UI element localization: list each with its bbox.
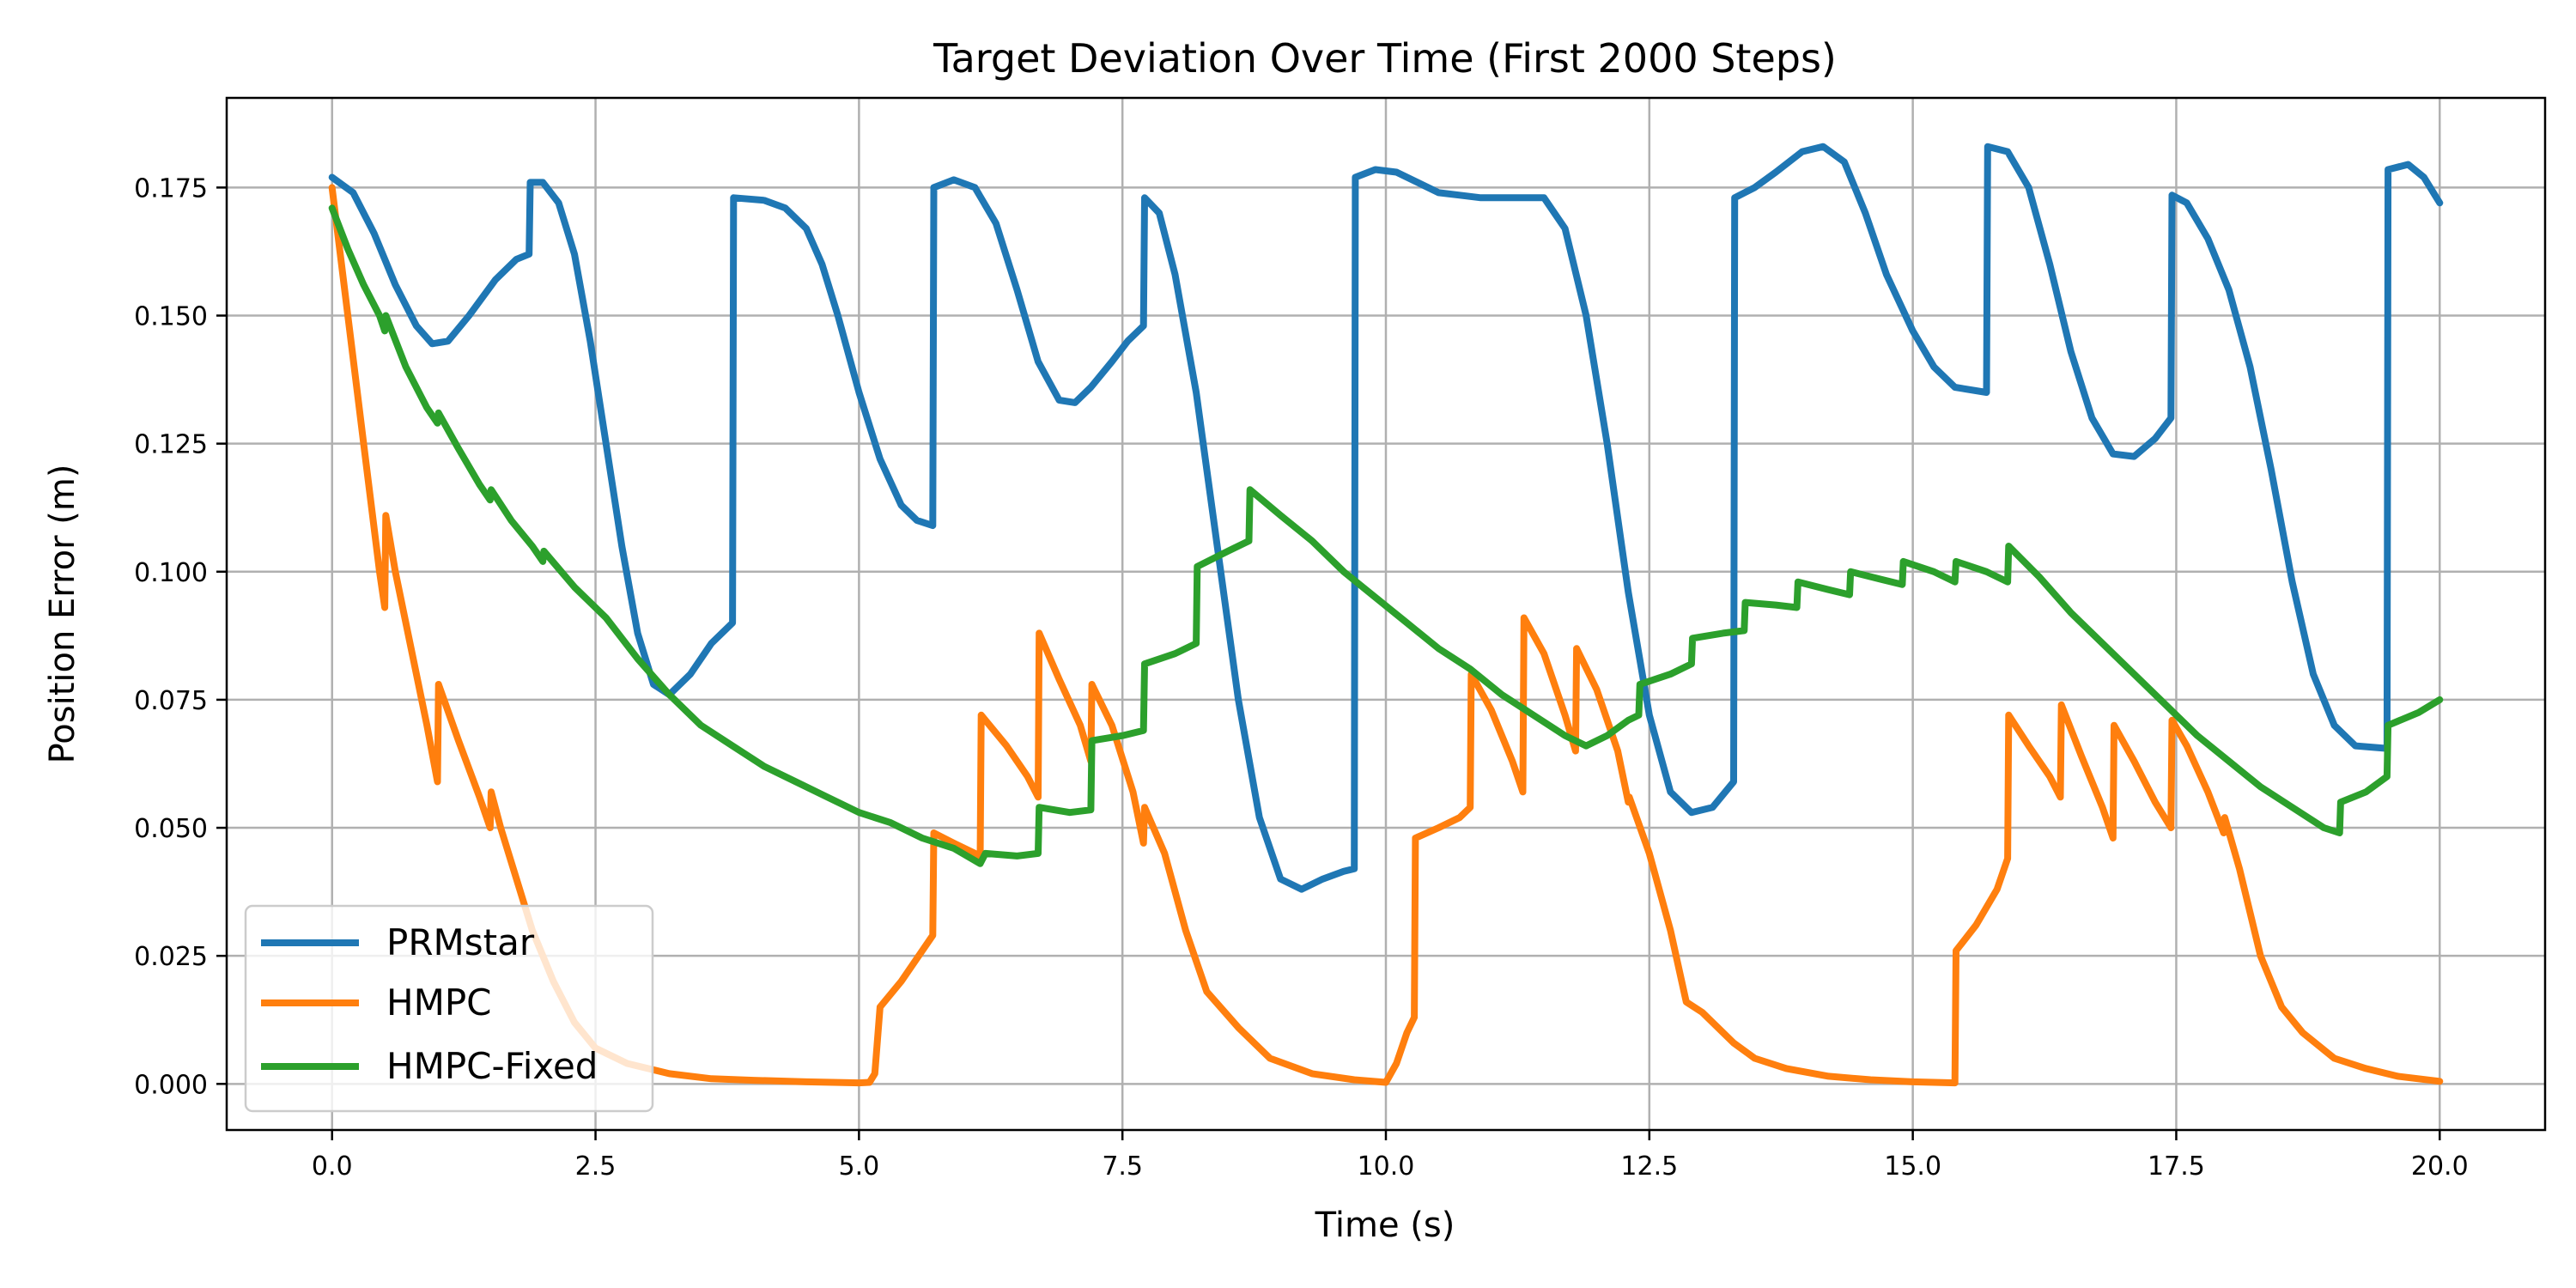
x-tick-label: 12.5 [1620, 1151, 1678, 1182]
y-tick-label: 0.000 [134, 1070, 208, 1100]
x-tick-label: 2.5 [575, 1151, 617, 1182]
legend-label-prmstar: PRMstar [386, 921, 535, 963]
series-line-hmpc-fixed [328, 204, 2444, 867]
y-tick-label: 0.175 [134, 173, 208, 204]
y-tick-label: 0.050 [134, 814, 208, 844]
legend-label-hmpc-fixed: HMPC-Fixed [386, 1045, 598, 1087]
y-tick-label: 0.025 [134, 942, 208, 972]
chart-title: Target Deviation Over Time (First 2000 S… [933, 35, 1837, 82]
x-tick-label: 0.0 [312, 1151, 353, 1182]
y-tick-label: 0.125 [134, 430, 208, 460]
legend: PRMstar HMPC HMPC-Fixed [244, 904, 654, 1113]
x-axis-label: Time (s) [1315, 1206, 1455, 1245]
x-tick-label: 5.0 [839, 1151, 880, 1182]
legend-box [244, 904, 654, 1113]
legend-label-hmpc: HMPC [386, 981, 491, 1024]
x-tick-label: 10.0 [1358, 1151, 1415, 1182]
y-tick-label: 0.150 [134, 302, 208, 332]
x-tick-label: 7.5 [1102, 1151, 1143, 1182]
y-axis-label: Position Error (m) [43, 465, 82, 764]
x-tick-label: 17.5 [2148, 1151, 2205, 1182]
y-tick-label: 0.100 [134, 558, 208, 588]
x-tick-label: 20.0 [2411, 1151, 2469, 1182]
x-tick-label: 15.0 [1884, 1151, 1941, 1182]
y-tick-label: 0.075 [134, 686, 208, 716]
axis-ticks: 0.0 2.5 5.0 7.5 10.0 12.5 15.0 17.5 20.0 0.000 0.0… [134, 173, 2469, 1182]
